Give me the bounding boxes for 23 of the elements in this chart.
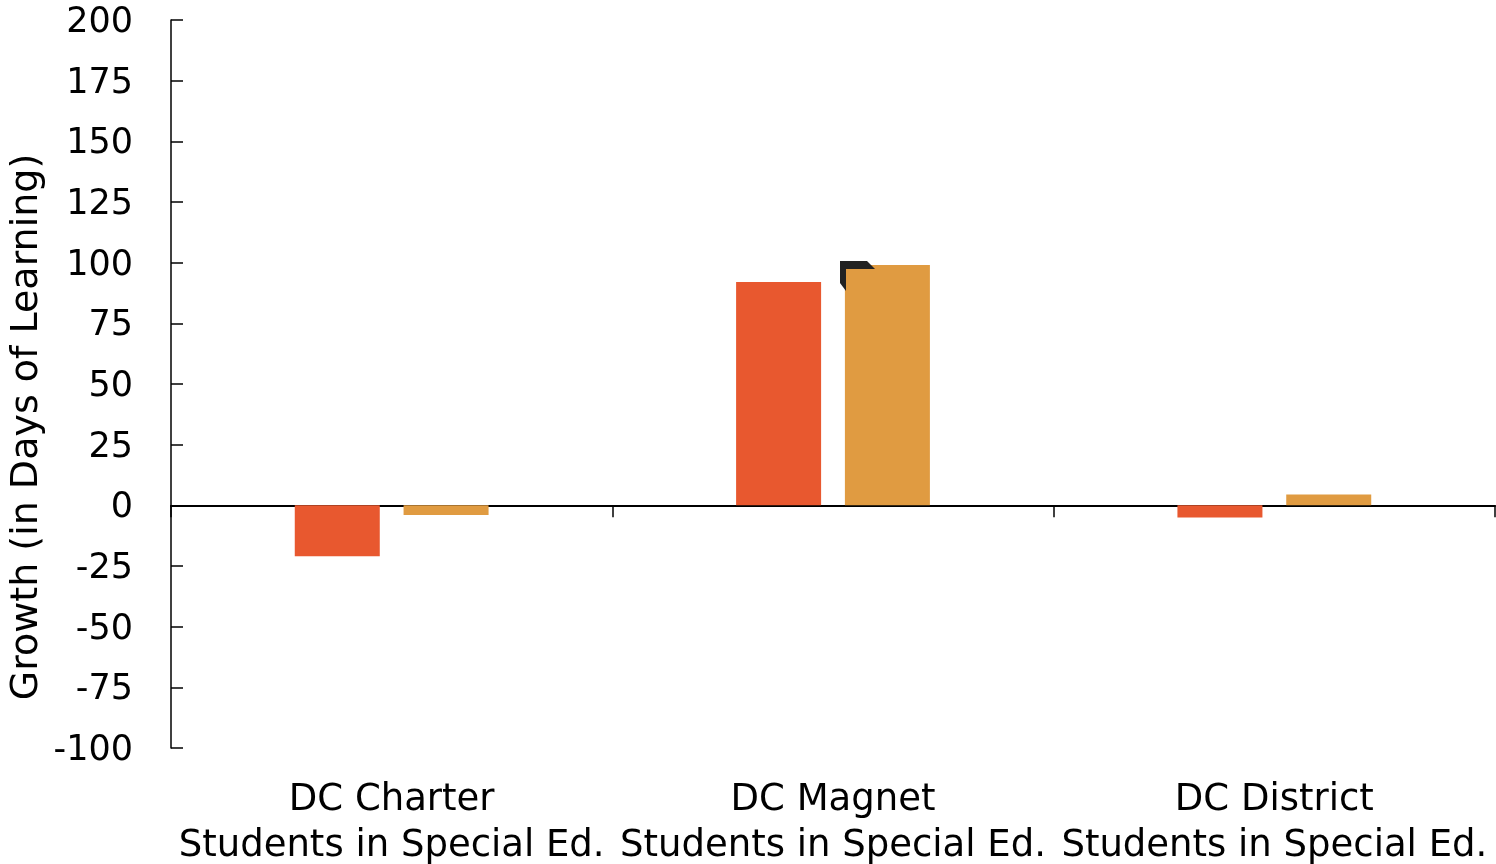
x-tick-label: DC Charter Students in Special Ed. xyxy=(178,775,605,864)
bar xyxy=(736,282,822,506)
y-tick-label: 25 xyxy=(88,424,133,465)
y-tick-label: -75 xyxy=(75,667,133,708)
y-axis-title: Growth (in Days of Learning) xyxy=(1,153,46,701)
y-tick-label: 75 xyxy=(88,303,133,344)
y-tick-label: -25 xyxy=(75,546,133,586)
y-tick-label: 125 xyxy=(66,182,133,222)
bar xyxy=(294,505,380,557)
y-tick-label: -100 xyxy=(53,728,133,768)
bar xyxy=(403,505,489,516)
x-tick-label: DC District Students in Special Ed. xyxy=(1061,775,1488,864)
y-tick-label: 50 xyxy=(88,364,133,404)
y-tick-label: 150 xyxy=(66,121,133,162)
y-tick-label: -50 xyxy=(75,606,133,647)
bar xyxy=(1177,505,1263,518)
bar xyxy=(1286,494,1372,506)
y-tick-label: 100 xyxy=(66,242,133,283)
x-tick-label: DC Magnet Students in Special Ed. xyxy=(620,775,1046,864)
y-tick-label: 0 xyxy=(110,485,133,526)
bar xyxy=(844,265,930,506)
y-tick-label: 200 xyxy=(66,0,133,40)
y-tick-label: 175 xyxy=(66,60,133,101)
